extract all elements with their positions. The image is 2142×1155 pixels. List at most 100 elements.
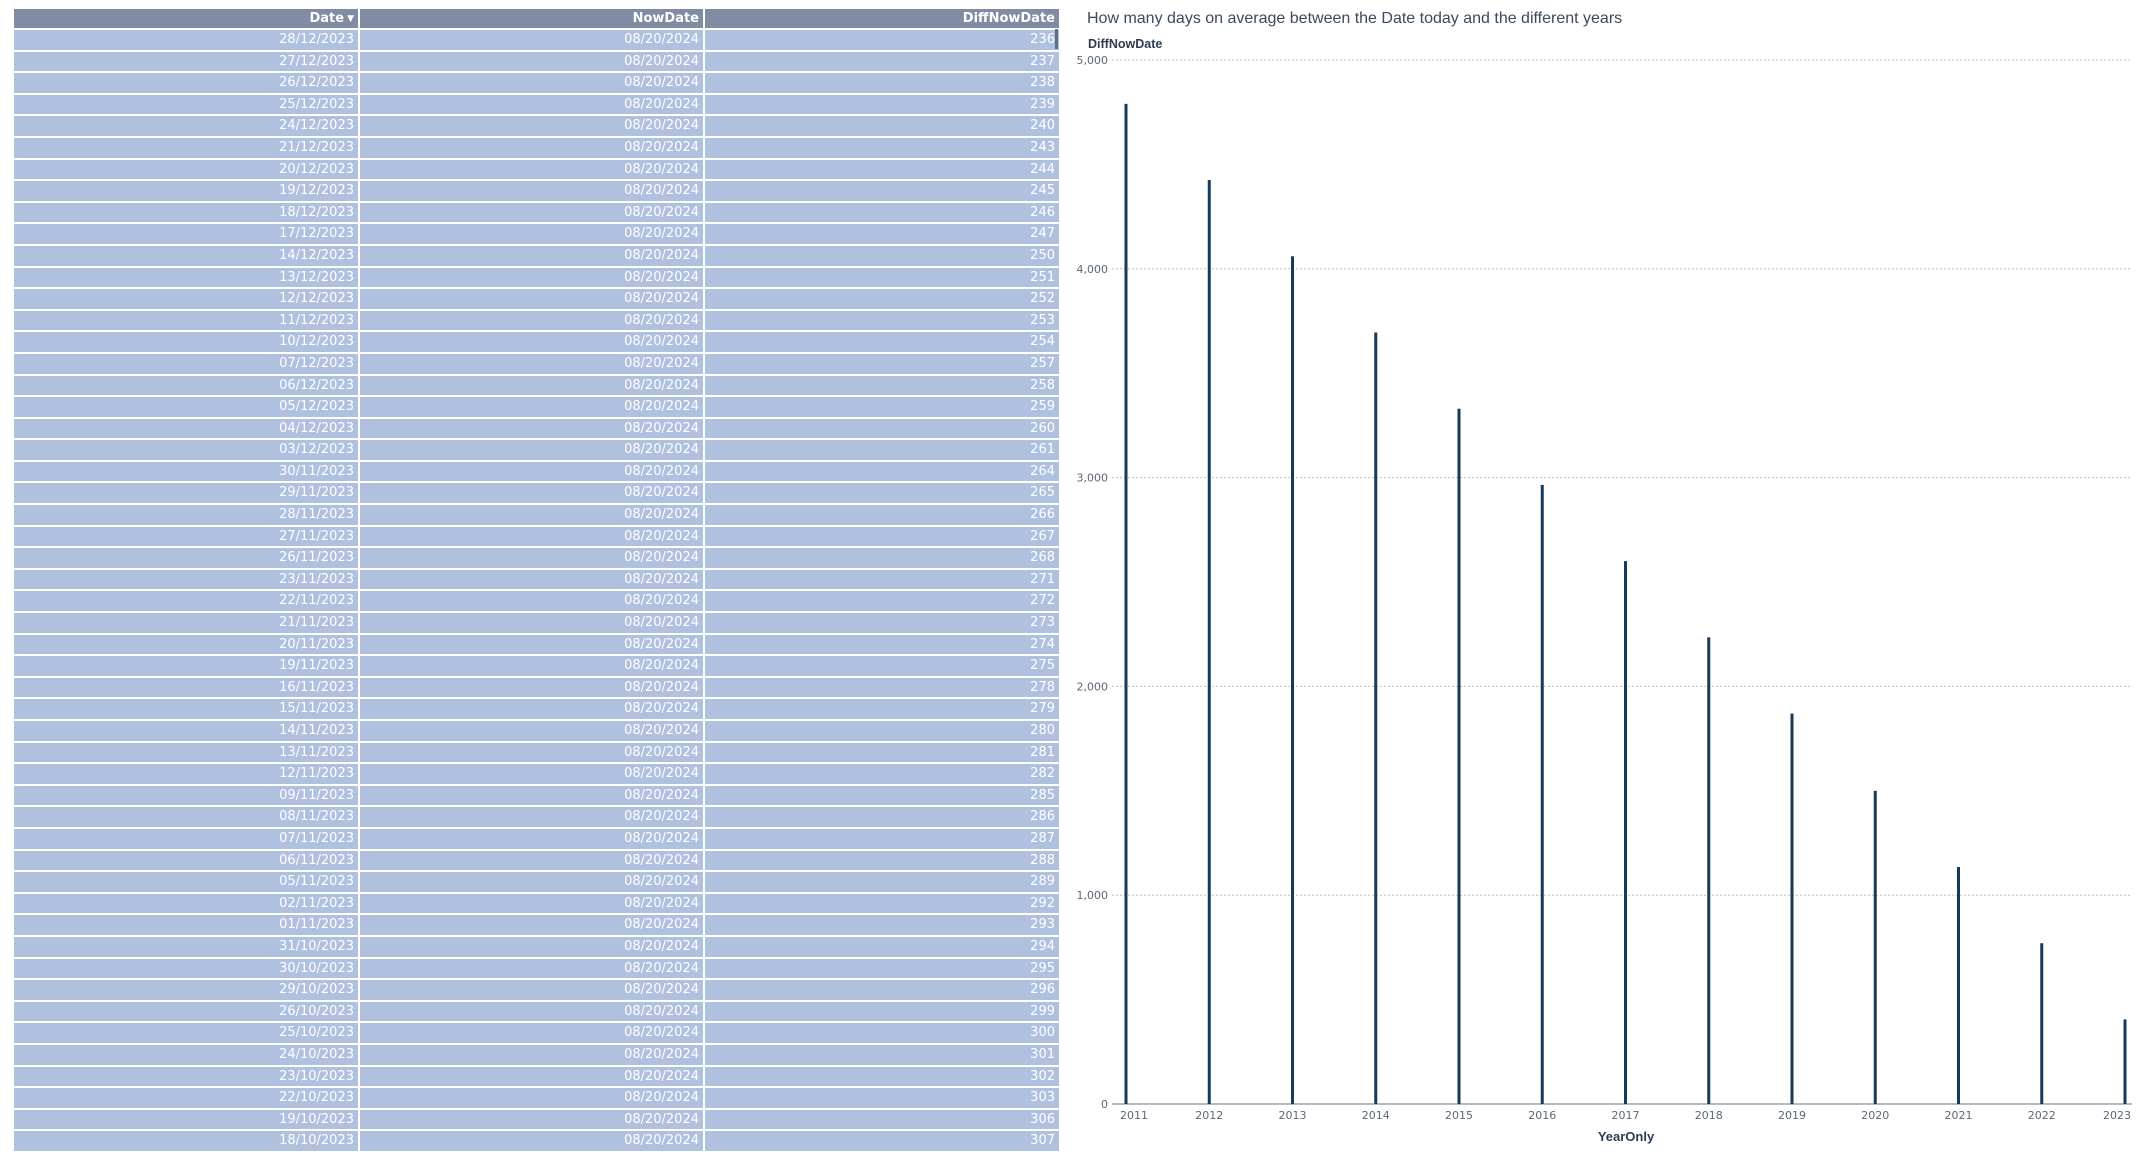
bar-2022[interactable] [2040,943,2044,1104]
bar-2013[interactable] [1291,256,1294,1105]
table-row[interactable]: 10/12/2023 08/20/2024 254 [14,330,1059,353]
diffnowdate-cell: 275 [704,654,1059,677]
diffnowdate-cell: 268 [704,546,1059,569]
table-row[interactable]: 13/11/2023 08/20/2024 281 [14,740,1059,764]
table-row[interactable]: 19/10/2023 08/20/2024 306 [14,1107,1059,1131]
nowdate-cell: 08/20/2024 [359,438,705,461]
diffnowdate-cell: 301 [704,1042,1059,1066]
table-row[interactable]: 14/12/2023 08/20/2024 250 [14,243,1059,267]
table-row[interactable]: 21/12/2023 08/20/2024 243 [14,135,1059,159]
table-row[interactable]: 27/12/2023 08/20/2024 237 [14,49,1059,73]
table-row[interactable]: 24/10/2023 08/20/2024 301 [14,1042,1059,1066]
sort-descending-icon: ▼ [347,14,354,24]
table-row[interactable]: 30/10/2023 08/20/2024 295 [14,956,1059,980]
table-row[interactable]: 11/12/2023 08/20/2024 253 [14,308,1059,332]
table-row[interactable]: 15/11/2023 08/20/2024 279 [14,697,1059,720]
bar-2019[interactable] [1790,713,1794,1104]
table-row[interactable]: 24/12/2023 08/20/2024 240 [14,114,1059,137]
diffnowdate-cell: 245 [704,179,1059,202]
column-header-nowdate[interactable]: NowDate [359,9,705,29]
table-row[interactable]: 20/11/2023 08/20/2024 274 [14,632,1059,656]
column-header-date[interactable]: Date ▼ [14,9,360,29]
diffnowdate-cell: 280 [704,719,1059,742]
table-row[interactable]: 14/11/2023 08/20/2024 280 [14,719,1059,742]
date-cell: 20/12/2023 [14,157,360,181]
table-row[interactable]: 05/11/2023 08/20/2024 289 [14,870,1059,893]
nowdate-cell: 08/20/2024 [359,200,705,224]
table-row[interactable]: 06/11/2023 08/20/2024 288 [14,848,1059,872]
table-row[interactable]: 27/11/2023 08/20/2024 267 [14,524,1059,548]
table-row[interactable]: 23/11/2023 08/20/2024 271 [14,567,1059,591]
table-row[interactable]: 21/11/2023 08/20/2024 273 [14,611,1059,634]
table-row[interactable]: 09/11/2023 08/20/2024 285 [14,783,1059,807]
column-header-diffnowdate[interactable]: DiffNowDate [704,9,1059,29]
table-row[interactable]: 16/11/2023 08/20/2024 278 [14,675,1059,699]
bar-2015[interactable] [1457,408,1461,1104]
table-row[interactable]: 19/12/2023 08/20/2024 245 [14,179,1059,202]
table-row[interactable]: 22/10/2023 08/20/2024 303 [14,1086,1059,1109]
nowdate-cell: 08/20/2024 [359,222,705,245]
x-tick-label: 2017 [1612,1109,1640,1122]
table-row[interactable]: 01/11/2023 08/20/2024 293 [14,913,1059,936]
nowdate-cell: 08/20/2024 [359,805,705,828]
bar-2016[interactable] [1540,484,1544,1105]
bar-2011[interactable] [1124,103,1128,1104]
date-cell: 19/11/2023 [14,654,360,677]
bar-2017[interactable] [1624,561,1627,1104]
x-axis-title: YearOnly [1597,1129,1655,1144]
date-cell: 28/11/2023 [14,503,360,526]
diffnowdate-cell: 307 [704,1129,1059,1151]
table-row[interactable]: 23/10/2023 08/20/2024 302 [14,1064,1059,1088]
table-row[interactable]: 18/12/2023 08/20/2024 246 [14,200,1059,224]
diffnowdate-cell: 253 [704,308,1059,332]
date-cell: 12/11/2023 [14,762,360,785]
table-row[interactable]: 07/12/2023 08/20/2024 257 [14,351,1059,375]
table-row[interactable]: 31/10/2023 08/20/2024 294 [14,934,1059,958]
nowdate-cell: 08/20/2024 [359,330,705,353]
table-row[interactable]: 17/12/2023 08/20/2024 247 [14,222,1059,245]
table-row[interactable]: 04/12/2023 08/20/2024 260 [14,416,1059,440]
table-row[interactable]: 26/10/2023 08/20/2024 299 [14,999,1059,1023]
table-row[interactable]: 06/12/2023 08/20/2024 258 [14,373,1059,397]
table-row[interactable]: 12/12/2023 08/20/2024 252 [14,287,1059,310]
x-tick-label: 2015 [1445,1109,1473,1122]
table-row[interactable]: 29/10/2023 08/20/2024 296 [14,978,1059,1001]
table-row[interactable]: 28/11/2023 08/20/2024 266 [14,503,1059,526]
date-cell: 04/12/2023 [14,416,360,440]
table-row[interactable]: 26/11/2023 08/20/2024 268 [14,546,1059,569]
table-row[interactable]: 03/12/2023 08/20/2024 261 [14,438,1059,461]
bar-2020[interactable] [1873,790,1877,1104]
x-tick-label: 2016 [1528,1109,1556,1122]
table-row[interactable]: 26/12/2023 08/20/2024 238 [14,71,1059,94]
table-row[interactable]: 13/12/2023 08/20/2024 251 [14,265,1059,289]
table-row[interactable]: 29/11/2023 08/20/2024 265 [14,481,1059,505]
table-row[interactable]: 22/11/2023 08/20/2024 272 [14,589,1059,613]
table-row[interactable]: 25/10/2023 08/20/2024 300 [14,1021,1059,1044]
table-row[interactable]: 25/12/2023 08/20/2024 239 [14,92,1059,116]
diffnowdate-cell: 306 [704,1107,1059,1131]
table-scrollbar-thumb[interactable] [1055,29,1058,49]
bar-2021[interactable] [1957,867,1960,1104]
table-row[interactable]: 18/10/2023 08/20/2024 307 [14,1129,1059,1151]
bar-2014[interactable] [1374,332,1378,1104]
table-row[interactable]: 12/11/2023 08/20/2024 282 [14,762,1059,785]
diffnowdate-cell: 259 [704,395,1059,418]
date-cell: 06/11/2023 [14,848,360,872]
table-row[interactable]: 28/12/2023 08/20/2024 236 [14,28,1059,51]
nowdate-cell: 08/20/2024 [359,287,705,310]
bar-2023[interactable] [2123,1019,2127,1104]
diffnowdate-cell: 251 [704,265,1059,289]
table-row[interactable]: 19/11/2023 08/20/2024 275 [14,654,1059,677]
table-row[interactable]: 30/11/2023 08/20/2024 264 [14,459,1059,483]
table-row[interactable]: 05/12/2023 08/20/2024 259 [14,395,1059,418]
date-cell: 18/12/2023 [14,200,360,224]
table-row[interactable]: 20/12/2023 08/20/2024 244 [14,157,1059,181]
date-cell: 13/12/2023 [14,265,360,289]
table-row[interactable]: 02/11/2023 08/20/2024 292 [14,891,1059,915]
bar-2012[interactable] [1207,180,1211,1104]
y-tick-label: 4,000 [1077,263,1109,276]
table-row[interactable]: 07/11/2023 08/20/2024 287 [14,826,1059,850]
table-row[interactable]: 08/11/2023 08/20/2024 286 [14,805,1059,828]
bar-2018[interactable] [1707,637,1711,1104]
nowdate-cell: 08/20/2024 [359,783,705,807]
